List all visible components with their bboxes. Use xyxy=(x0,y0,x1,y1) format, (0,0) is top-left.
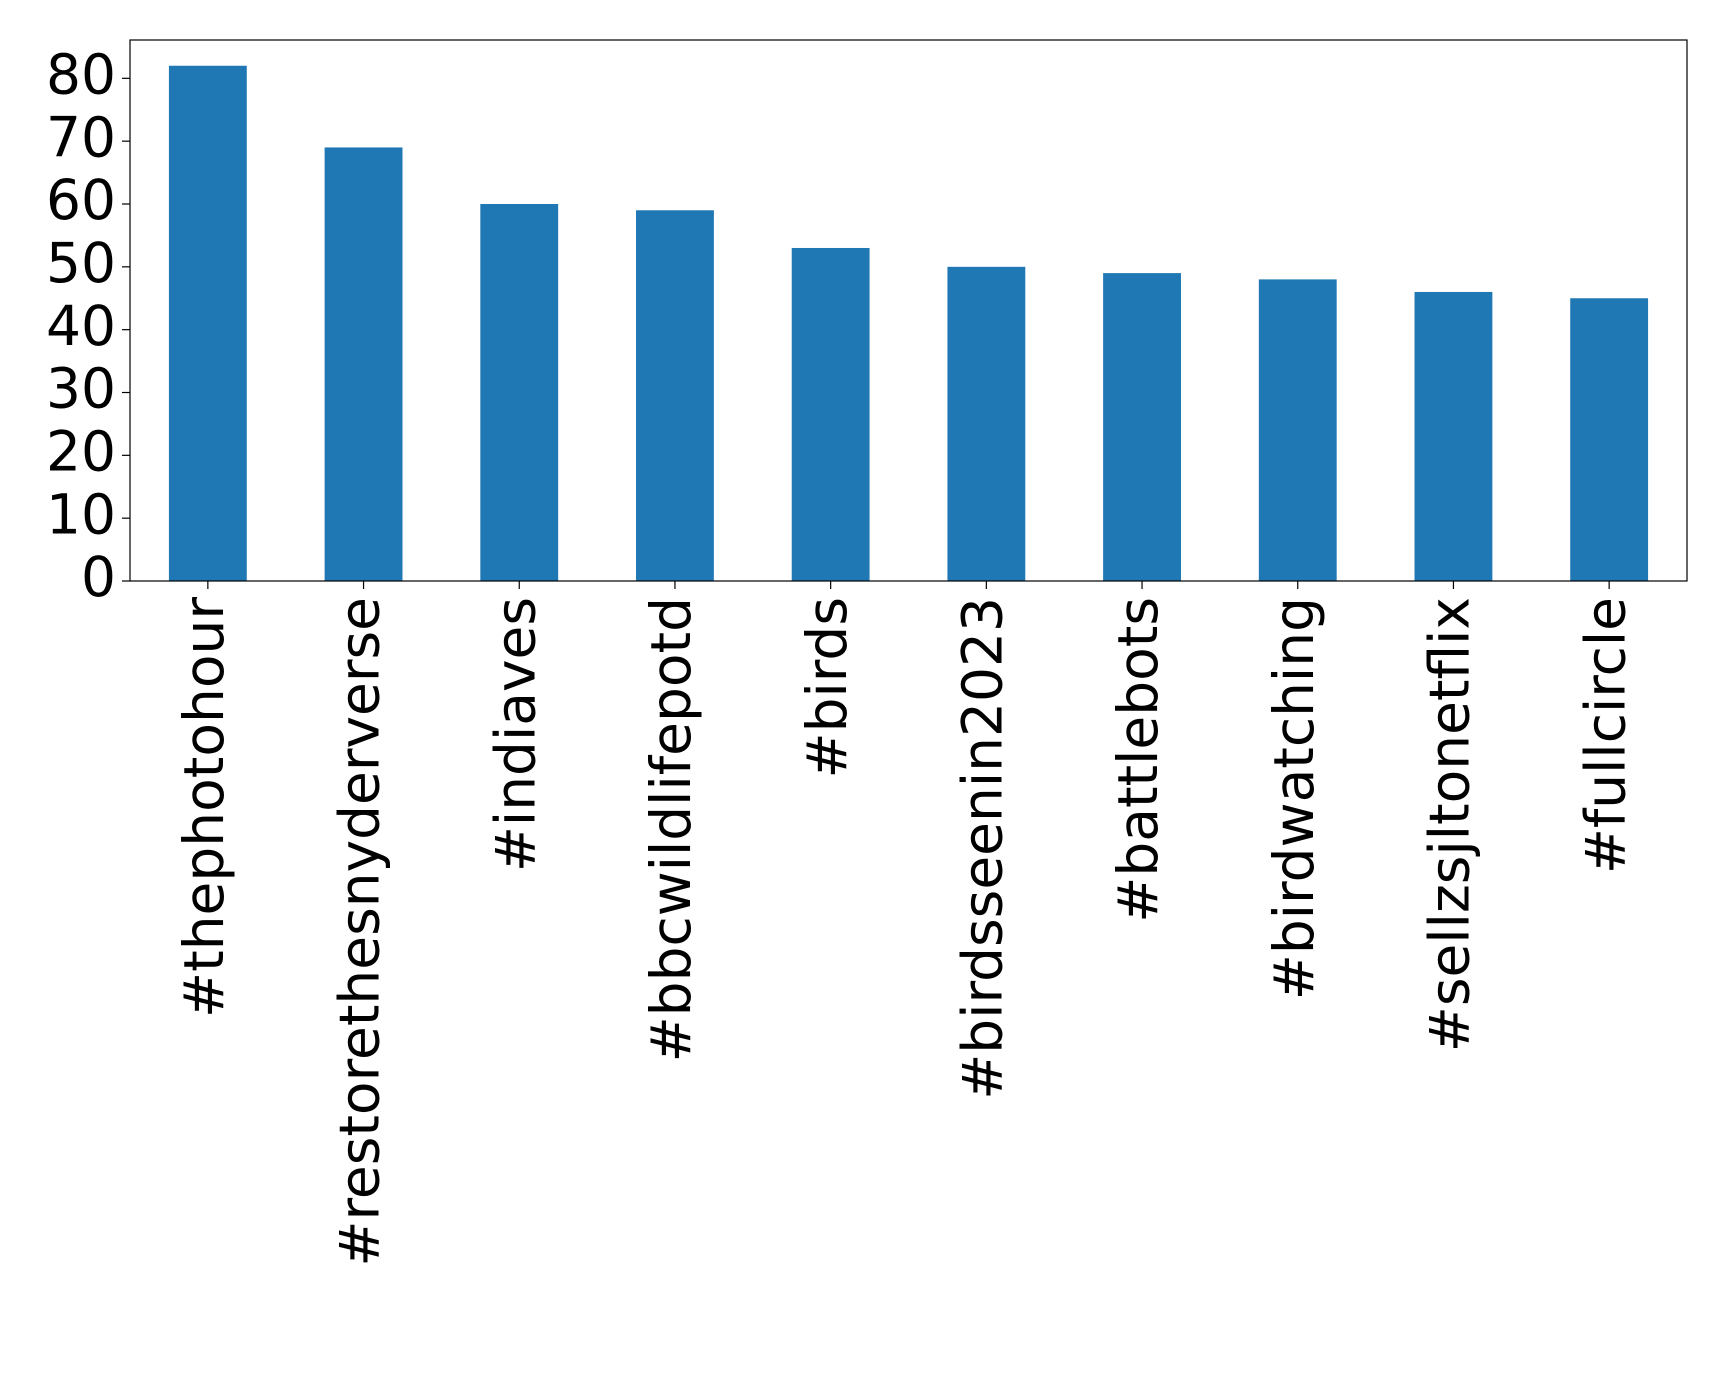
y-tick-label: 60 xyxy=(46,168,116,232)
x-tick-label: #birds xyxy=(795,597,859,779)
y-tick-label: 0 xyxy=(81,545,116,609)
y-tick-label: 80 xyxy=(46,42,116,106)
x-tick-label: #indiaves xyxy=(483,597,547,872)
bar xyxy=(1570,298,1649,581)
bar xyxy=(1258,279,1337,581)
y-tick-label: 70 xyxy=(46,105,116,169)
y-tick-label: 10 xyxy=(46,482,116,546)
bar xyxy=(168,65,247,581)
x-tick-label: #bbcwildlifepotd xyxy=(639,597,703,1062)
bar xyxy=(791,247,870,581)
bar xyxy=(636,210,714,581)
y-tick-label: 20 xyxy=(46,419,116,483)
bar xyxy=(480,203,559,581)
y-tick-label: 50 xyxy=(46,231,116,295)
x-tick-label: #restorethesnyderverse xyxy=(328,597,392,1267)
x-tick-label: #battlebots xyxy=(1106,597,1170,923)
bar xyxy=(947,266,1026,581)
bar xyxy=(1414,291,1493,581)
y-tick-label: 40 xyxy=(46,294,116,358)
x-tick-label: #thephotohour xyxy=(172,597,236,1018)
x-tick-label: #sellzsjltonetflix xyxy=(1418,597,1482,1052)
x-tick-label: #birdsseenin2023 xyxy=(950,597,1014,1100)
axes-frame xyxy=(129,39,1688,582)
bar xyxy=(1103,273,1181,581)
y-tick-label: 30 xyxy=(46,357,116,421)
x-tick-label: #fullcircle xyxy=(1573,597,1637,874)
x-tick-label: #birdwatching xyxy=(1262,597,1326,1000)
bar xyxy=(324,147,403,582)
